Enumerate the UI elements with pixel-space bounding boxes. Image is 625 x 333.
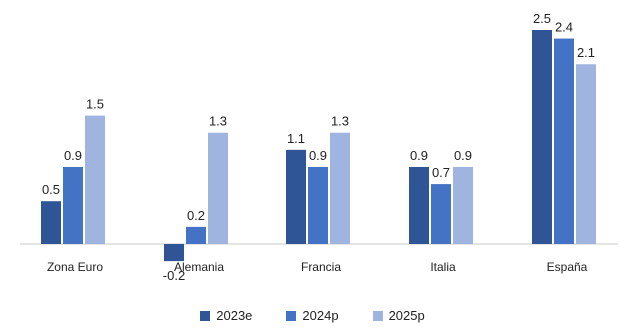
data-label-alemania-2025p: 1.3 bbox=[209, 114, 227, 129]
data-label-zona-euro-2025p: 1.5 bbox=[86, 97, 104, 112]
data-label-francia-2024p: 0.9 bbox=[309, 148, 327, 163]
legend-label-2025p: 2025p bbox=[388, 308, 425, 323]
legend-item-2025p: 2025p bbox=[372, 308, 425, 323]
bar-alemania-2025p bbox=[208, 132, 228, 244]
data-label-alemania-2023e: -0.2 bbox=[163, 268, 185, 283]
legend-item-2023e: 2023e bbox=[200, 308, 252, 323]
data-label-italia-2024p: 0.7 bbox=[432, 165, 450, 180]
legend: 2023e 2024p 2025p bbox=[0, 308, 625, 323]
data-label-italia-2023e: 0.9 bbox=[410, 148, 428, 163]
data-label-francia-2025p: 1.3 bbox=[331, 114, 349, 129]
legend-swatch-2024p bbox=[286, 310, 297, 321]
legend-item-2024p: 2024p bbox=[286, 308, 339, 323]
bar-francia-2023e bbox=[286, 149, 306, 244]
bar-alemania-2024p bbox=[186, 226, 206, 244]
data-label-espana-2023e: 2.5 bbox=[533, 11, 551, 26]
bar-alemania-2023e bbox=[164, 244, 184, 262]
category-label-espana: España bbox=[547, 260, 588, 274]
category-label-italia: Italia bbox=[430, 260, 456, 274]
legend-label-2024p: 2024p bbox=[302, 308, 339, 323]
bar-italia-2023e bbox=[409, 166, 429, 244]
bar-francia-2024p bbox=[308, 166, 328, 244]
bar-zona-euro-2025p bbox=[85, 115, 105, 244]
bar-zona-euro-2023e bbox=[41, 201, 61, 244]
legend-label-2023e: 2023e bbox=[216, 308, 253, 323]
data-label-espana-2025p: 2.1 bbox=[577, 45, 595, 60]
data-label-zona-euro-2024p: 0.9 bbox=[64, 148, 82, 163]
bar-espana-2023e bbox=[532, 30, 552, 244]
bar-chart-plot: 0.5 -0.2 1.1 0.9 2.5 0.9 0.2 0.9 0.7 2.4 1.5 1.3 1.3… bbox=[20, 11, 618, 283]
bar-espana-2024p bbox=[554, 38, 574, 245]
category-label-alemania: Alemania bbox=[174, 260, 224, 274]
data-label-italia-2025p: 0.9 bbox=[454, 148, 472, 163]
legend-swatch-2023e bbox=[200, 310, 211, 321]
legend-swatch-2025p bbox=[372, 310, 383, 321]
data-label-zona-euro-2023e: 0.5 bbox=[42, 182, 60, 197]
bar-zona-euro-2024p bbox=[63, 166, 83, 244]
category-label-zona-euro: Zona Euro bbox=[47, 260, 103, 274]
bar-francia-2025p bbox=[330, 132, 350, 244]
data-label-francia-2023e: 1.1 bbox=[287, 131, 305, 146]
category-label-francia: Francia bbox=[301, 260, 341, 274]
data-label-alemania-2024p: 0.2 bbox=[187, 208, 205, 223]
bar-italia-2025p bbox=[453, 166, 473, 244]
bar-italia-2024p bbox=[431, 184, 451, 244]
bar-espana-2025p bbox=[576, 64, 596, 245]
data-label-espana-2024p: 2.4 bbox=[555, 20, 573, 35]
